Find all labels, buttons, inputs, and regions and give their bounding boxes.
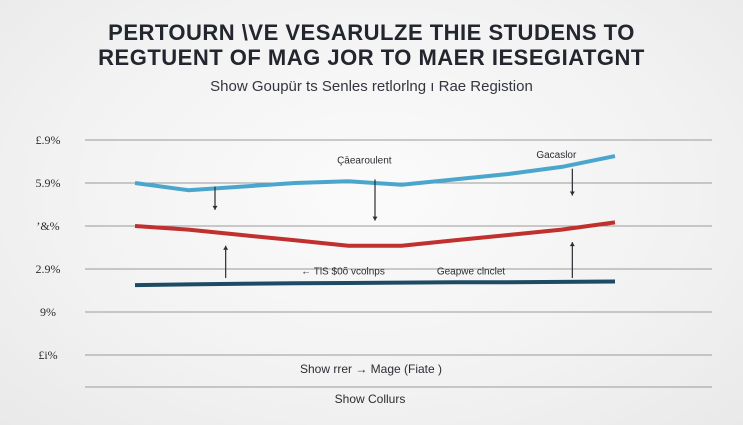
- annotation-arrowhead: [212, 205, 218, 210]
- annotation-arrowhead: [569, 191, 575, 196]
- annotation-label: Geapwe clnclet: [437, 266, 506, 277]
- annotation-label: ← TlS $0õ vcolnps: [301, 266, 385, 277]
- y-tick-label: 9%: [40, 305, 56, 319]
- series-line-3: [134, 279, 616, 288]
- annotation-label: Çāearoulent: [337, 155, 392, 166]
- annotation-label: Gacaslor: [536, 150, 577, 161]
- y-tick-label: 5.9%: [36, 176, 61, 190]
- annotation-arrowhead: [223, 245, 229, 250]
- chart-title-line-2: REGTUENT OF MAG JOR TO MAER IESEGIATGNT: [98, 45, 645, 70]
- series-line-2: [134, 220, 616, 248]
- y-tick-label: £.9%: [36, 133, 61, 147]
- chart-title-line-1: PERTOURN \VE VESARULZE THIE STUDENS TO: [108, 20, 635, 45]
- y-tick-label: 2.9%: [36, 262, 61, 276]
- footer-caption: Show Collurs: [335, 392, 406, 406]
- y-tick-label: £i%: [38, 348, 57, 362]
- x-axis-caption: Show rrer → Mage (Fiate ): [300, 362, 442, 376]
- y-tick-label: ’&%: [36, 219, 59, 233]
- chart-subtitle: Show Goupür ts Senles retlorlng ı Rae Re…: [210, 78, 533, 95]
- annotation-arrowhead: [569, 242, 575, 247]
- annotation-arrowhead: [372, 216, 378, 221]
